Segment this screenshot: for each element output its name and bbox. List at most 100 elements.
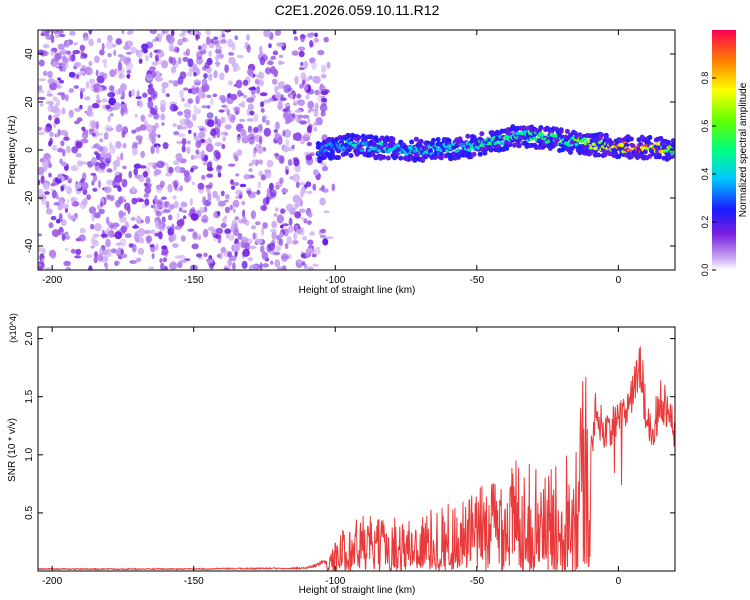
heatmap-noise-cell: [101, 43, 105, 51]
heatmap-noise-cell: [302, 114, 310, 119]
heatmap-noise-cell: [146, 73, 154, 81]
heatmap-noise-cell: [263, 127, 271, 137]
heatmap-noise-cell: [71, 197, 75, 204]
heatmap-noise-cell: [243, 174, 251, 180]
heatmap-noise-cell: [298, 46, 306, 51]
heatmap-noise-cell: [226, 98, 232, 103]
heatmap-noise-cell: [271, 231, 277, 240]
heatmap-noise-cell: [43, 153, 51, 160]
heatmap-noise-cell: [115, 38, 123, 45]
heatmap-noise-cell: [85, 81, 90, 89]
snr-ytick-label: 1.5: [24, 389, 35, 403]
heatmap-noise-cell: [220, 30, 225, 34]
heatmap-noise-cell: [164, 265, 168, 270]
heatmap-noise-cell: [195, 149, 200, 155]
heatmap-signal-cell: [471, 151, 477, 157]
heatmap-noise-cell: [235, 189, 243, 196]
heatmap-noise-cell: [154, 36, 160, 42]
heatmap-noise-cell: [64, 58, 71, 63]
heatmap-noise-cell: [227, 251, 232, 258]
heatmap-noise-cell: [169, 203, 175, 209]
heatmap-noise-cell: [214, 115, 218, 125]
heatmap-noise-cell: [303, 60, 309, 69]
heatmap-noise-cell: [253, 113, 259, 123]
heatmap-noise-cell: [97, 253, 104, 262]
heatmap-noise-cell: [81, 198, 88, 206]
heatmap-noise-cell: [238, 219, 245, 224]
heatmap-noise-cell: [173, 181, 178, 191]
heatmap-noise-cell: [168, 56, 173, 64]
heatmap-signal-cell: [390, 141, 396, 146]
heatmap-noise-cell: [187, 140, 191, 145]
heatmap-noise-cell: [113, 185, 121, 189]
heatmap-noise-cell: [79, 44, 86, 52]
heatmap-noise-cell: [113, 49, 117, 57]
heatmap-noise-cell: [266, 159, 274, 168]
heatmap-noise-cell: [260, 174, 267, 181]
heatmap-noise-cell: [62, 203, 69, 209]
heatmap-noise-cell: [292, 173, 301, 183]
heatmap-noise-cell: [248, 87, 257, 91]
heatmap-noise-cell: [325, 236, 334, 240]
heatmap-noise-cell: [144, 120, 149, 127]
heatmap-noise-cell: [74, 184, 82, 189]
heatmap-noise-cell: [224, 30, 232, 33]
heatmap-signal-cell: [647, 135, 653, 140]
heatmap-noise-cell: [114, 175, 123, 183]
heatmap-noise-cell: [142, 171, 149, 178]
heatmap-noise-cell: [307, 211, 313, 218]
heatmap-noise-cell: [218, 200, 226, 207]
heatmap-noise-cell: [143, 229, 152, 235]
heatmap-noise-cell: [305, 77, 311, 82]
heatmap-noise-cell: [177, 261, 183, 269]
heatmap-noise-cell: [274, 207, 279, 212]
heatmap-noise-cell: [94, 55, 100, 64]
heatmap-noise-cell: [156, 72, 161, 81]
heatmap-noise-cell: [187, 98, 194, 104]
heatmap-noise-cell: [133, 163, 142, 169]
heatmap-noise-cell: [118, 196, 124, 205]
heatmap-noise-cell: [78, 234, 86, 242]
heatmap-signal-cell: [446, 138, 452, 144]
heatmap-ytick-label: 20: [24, 96, 35, 108]
heatmap-noise-cell: [254, 78, 260, 85]
heatmap-noise-cell: [57, 173, 63, 180]
heatmap-noise-cell: [114, 260, 119, 266]
heatmap-noise-cell: [143, 182, 149, 187]
heatmap-noise-cell: [312, 183, 317, 191]
heatmap-noise-cell: [315, 117, 323, 126]
heatmap-noise-cell: [291, 144, 295, 149]
heatmap-signal-cell: [512, 142, 517, 148]
heatmap-noise-cell: [303, 82, 309, 92]
heatmap-xtick-label: -50: [470, 275, 485, 286]
heatmap-noise-cell: [183, 37, 189, 43]
heatmap-noise-cell: [80, 55, 84, 59]
heatmap-noise-cell: [271, 220, 278, 229]
snr-xtick-label: -200: [42, 576, 62, 587]
heatmap-noise-cell: [145, 215, 151, 224]
heatmap-noise-cell: [272, 50, 279, 56]
heatmap-noise-cell: [206, 94, 212, 99]
heatmap-noise-cell: [107, 53, 112, 58]
heatmap-noise-cell: [181, 97, 185, 102]
heatmap-noise-cell: [183, 51, 189, 56]
heatmap-noise-cell: [39, 103, 44, 107]
heatmap-noise-cell: [263, 30, 271, 38]
heatmap-noise-cell: [38, 179, 41, 186]
heatmap-noise-cell: [136, 49, 143, 59]
heatmap-signal-cell: [564, 128, 570, 134]
heatmap-noise-cell: [156, 204, 162, 209]
heatmap-noise-cell: [48, 249, 57, 258]
snr-xtick-label: -50: [470, 576, 485, 587]
heatmap-noise-cell: [258, 123, 263, 132]
heatmap-noise-cell: [121, 130, 126, 138]
heatmap-noise-cell: [232, 262, 236, 270]
heatmap-noise-cell: [46, 100, 54, 105]
heatmap-noise-cell: [128, 243, 134, 248]
heatmap-noise-cell: [98, 208, 105, 215]
heatmap-noise-cell: [41, 30, 49, 36]
heatmap-noise-cell: [321, 165, 329, 172]
heatmap-noise-cell: [65, 51, 71, 55]
heatmap-noise-cell: [64, 235, 71, 240]
heatmap-noise-cell: [288, 94, 294, 99]
